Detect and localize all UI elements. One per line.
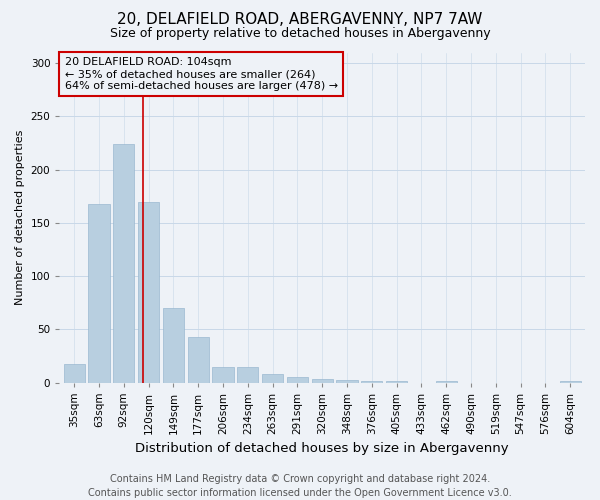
Bar (311, 380, 333, 382)
Y-axis label: Number of detached properties: Number of detached properties (15, 130, 25, 305)
Bar (138, 202, 159, 382)
Bar (64, 364, 85, 382)
Bar (262, 374, 283, 382)
Bar (188, 336, 209, 382)
Text: Size of property relative to detached houses in Abergavenny: Size of property relative to detached ho… (110, 28, 490, 40)
Text: Contains HM Land Registry data © Crown copyright and database right 2024.
Contai: Contains HM Land Registry data © Crown c… (88, 474, 512, 498)
Bar (237, 366, 259, 382)
X-axis label: Distribution of detached houses by size in Abergavenny: Distribution of detached houses by size … (136, 442, 509, 455)
Bar (287, 377, 308, 382)
Bar (88, 204, 110, 382)
Bar (113, 144, 134, 382)
Text: 20 DELAFIELD ROAD: 104sqm
← 35% of detached houses are smaller (264)
64% of semi: 20 DELAFIELD ROAD: 104sqm ← 35% of detac… (65, 58, 338, 90)
Bar (212, 366, 233, 382)
Text: 20, DELAFIELD ROAD, ABERGAVENNY, NP7 7AW: 20, DELAFIELD ROAD, ABERGAVENNY, NP7 7AW (118, 12, 482, 28)
Bar (337, 380, 358, 382)
Bar (163, 308, 184, 382)
